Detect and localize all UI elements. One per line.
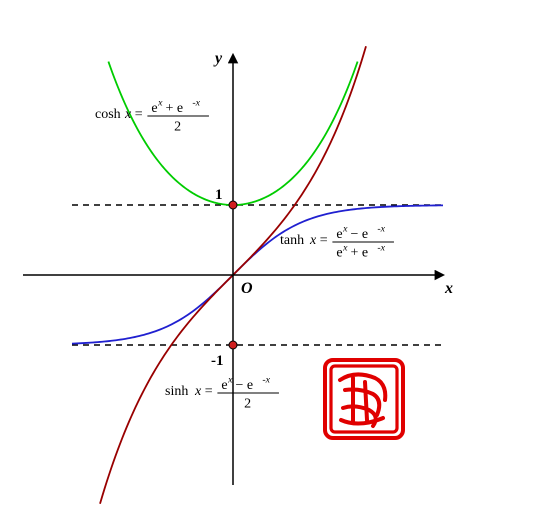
svg-text:e: e <box>336 246 342 261</box>
svg-text:e: e <box>221 378 227 393</box>
svg-text:x: x <box>194 384 202 399</box>
svg-text:x: x <box>124 107 132 122</box>
svg-text:x: x <box>227 375 233 386</box>
marker-point <box>229 201 237 209</box>
svg-text:-x: -x <box>377 242 385 253</box>
chart-container: xyO1-1coshx=ex + e-x2tanhx=ex − e-xex + … <box>0 0 551 515</box>
tanh-formula: tanhx=ex − e-xex + e-x <box>280 224 394 261</box>
svg-text:=: = <box>205 384 213 399</box>
svg-text:e: e <box>151 101 157 116</box>
svg-text:x: x <box>309 233 317 248</box>
tick-neg-1: -1 <box>211 353 224 369</box>
svg-text:tanh: tanh <box>280 233 304 248</box>
marker-point <box>229 341 237 349</box>
svg-text:− e: − e <box>235 378 253 393</box>
svg-text:-x: -x <box>377 224 385 235</box>
y-axis-label: y <box>213 50 223 67</box>
sinh-formula: sinhx=ex − e-x2 <box>165 375 279 412</box>
origin-label: O <box>241 280 253 297</box>
svg-text:x: x <box>342 224 348 235</box>
svg-text:+ e: + e <box>165 101 183 116</box>
svg-text:cosh: cosh <box>95 107 121 122</box>
chart-svg: xyO1-1coshx=ex + e-x2tanhx=ex − e-xex + … <box>0 0 551 515</box>
svg-text:-x: -x <box>262 375 270 386</box>
stamp-icon <box>325 360 403 438</box>
svg-text:+ e: + e <box>350 246 368 261</box>
svg-text:=: = <box>320 233 328 248</box>
svg-text:x: x <box>157 98 163 109</box>
cosh-formula: coshx=ex + e-x2 <box>95 98 209 135</box>
svg-text:e: e <box>336 227 342 242</box>
svg-text:− e: − e <box>350 227 368 242</box>
x-axis-label: x <box>444 280 453 297</box>
svg-text:=: = <box>135 107 143 122</box>
svg-text:2: 2 <box>244 397 251 412</box>
tick-1: 1 <box>215 187 223 203</box>
svg-text:2: 2 <box>174 120 181 135</box>
svg-text:sinh: sinh <box>165 384 188 399</box>
svg-text:-x: -x <box>192 98 200 109</box>
svg-text:x: x <box>342 242 348 253</box>
